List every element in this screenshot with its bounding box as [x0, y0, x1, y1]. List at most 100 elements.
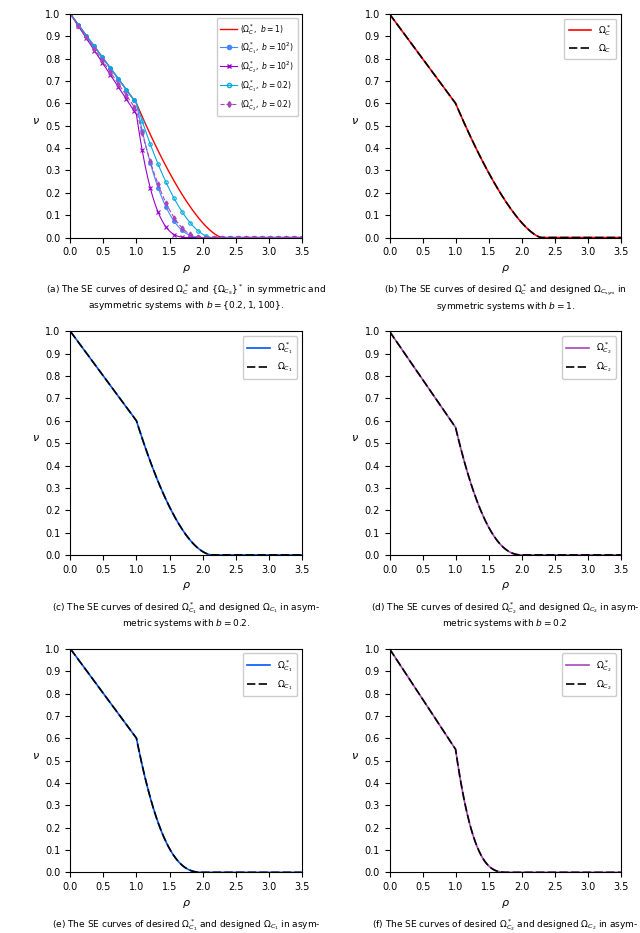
$\Omega^*_{C_1}$ — [81, 345, 88, 356]
$\Omega_{C_2}$ — [533, 550, 541, 561]
$\Omega_{C_2}$ — [617, 550, 625, 561]
$\Omega_{C_1}$ — [67, 326, 74, 337]
$\Omega_{C_2}$ — [520, 867, 528, 878]
$\Omega^*_{C_1}$ — [207, 867, 215, 878]
$\Omega^*_C$ — [386, 8, 394, 20]
X-axis label: $\rho$: $\rho$ — [182, 263, 191, 275]
$\Omega^*_{C_2}$ — [533, 867, 541, 878]
$\Omega_{C_1}$ — [298, 550, 305, 561]
Text: (a) The SE curves of desired $\Omega_C^*$ and $\{\Omega_{C_S}\}^*$ in symmetric : (a) The SE curves of desired $\Omega_C^*… — [46, 282, 326, 312]
X-axis label: $\rho$: $\rho$ — [500, 580, 509, 592]
X-axis label: $\rho$: $\rho$ — [500, 898, 509, 910]
X-axis label: $\rho$: $\rho$ — [182, 580, 191, 592]
$\Omega^*_{C_1}$ — [298, 550, 305, 561]
$\Omega^*_{C_2}$ — [518, 550, 525, 561]
Y-axis label: $\nu$: $\nu$ — [351, 750, 358, 760]
$\Omega^*_C$ — [561, 232, 569, 244]
$\Omega^*_C$ — [526, 225, 534, 236]
$\Omega^*_{C_2}$ — [386, 644, 394, 655]
Y-axis label: $\nu$: $\nu$ — [31, 433, 40, 443]
Y-axis label: $\nu$: $\nu$ — [31, 750, 40, 760]
$\Omega_{C_2}$ — [505, 867, 513, 878]
$\Omega^*_C$ — [538, 232, 545, 244]
Line: $\Omega^*_{C_2}$: $\Omega^*_{C_2}$ — [390, 649, 621, 872]
$\Omega^*_{C_1}$ — [201, 867, 209, 878]
$\Omega^*_{C_1}$ — [214, 867, 222, 878]
$\Omega^*_{C_1}$ — [201, 547, 209, 558]
$\Omega_{C_2}$ — [400, 665, 408, 676]
$\Omega_{C_2}$ — [386, 326, 394, 337]
Line: $\Omega_C$: $\Omega_C$ — [390, 14, 621, 238]
$\Omega^*_C$ — [520, 219, 528, 230]
$\Omega_{C_1}$ — [214, 550, 222, 561]
$\Omega^*_{C_1}$ — [266, 867, 274, 878]
$\Omega_C$ — [617, 232, 625, 244]
Line: $\Omega^*_{C_2}$: $\Omega^*_{C_2}$ — [390, 331, 621, 555]
Line: $\Omega_{C_1}$: $\Omega_{C_1}$ — [70, 649, 301, 872]
$\Omega_{C_1}$ — [201, 547, 209, 558]
$\Omega^*_{C_1}$ — [214, 550, 222, 561]
$\Omega^*_{C_1}$ — [243, 867, 250, 878]
Text: (d) The SE curves of desired $\Omega_{C_2}^*$ and designed $\Omega_{C_2}$ in asy: (d) The SE curves of desired $\Omega_{C_… — [371, 600, 639, 631]
$\Omega_C$ — [538, 232, 545, 244]
$\Omega_C$ — [386, 8, 394, 20]
$\Omega^*_{C_2}$ — [533, 550, 541, 561]
Legend: $\Omega^*_{C_2}$, $\Omega_{C_2}$: $\Omega^*_{C_2}$, $\Omega_{C_2}$ — [562, 653, 616, 696]
Line: $\Omega^*_{C_1}$: $\Omega^*_{C_1}$ — [70, 649, 301, 872]
$\Omega_C$ — [520, 219, 528, 230]
Line: $\Omega_{C_2}$: $\Omega_{C_2}$ — [390, 649, 621, 872]
$\Omega_C$ — [526, 225, 534, 236]
$\Omega^*_{C_2}$ — [520, 550, 528, 561]
$\Omega_{C_2}$ — [400, 346, 408, 357]
$\Omega_{C_1}$ — [243, 867, 250, 878]
$\Omega^*_{C_2}$ — [400, 346, 408, 357]
$\Omega_{C_2}$ — [585, 550, 593, 561]
$\Omega^*_{C_2}$ — [386, 326, 394, 337]
Text: (e) The SE curves of desired $\Omega_{C_1}^*$ and designed $\Omega_{C_1}$ in asy: (e) The SE curves of desired $\Omega_{C_… — [52, 917, 320, 933]
$\Omega_C$ — [533, 230, 541, 242]
$\Omega_{C_2}$ — [617, 867, 625, 878]
Y-axis label: $\nu$: $\nu$ — [351, 116, 358, 126]
$\Omega^*_{C_1}$ — [243, 550, 250, 561]
$\Omega_{C_1}$ — [209, 550, 216, 561]
$\Omega^*_C$ — [533, 230, 541, 242]
$\Omega_{C_1}$ — [243, 550, 250, 561]
$\Omega^*_{C_2}$ — [520, 867, 528, 878]
Y-axis label: $\nu$: $\nu$ — [351, 433, 358, 443]
$\Omega_{C_1}$ — [67, 644, 74, 655]
Legend: $\Omega^*_C$, $\Omega_C$: $\Omega^*_C$, $\Omega_C$ — [564, 19, 616, 60]
$\Omega^*_C$ — [400, 28, 408, 39]
$\Omega^*_{C_2}$ — [585, 550, 593, 561]
$\Omega^*_{C_1}$ — [81, 662, 88, 674]
$\Omega_C$ — [400, 28, 408, 39]
$\Omega_{C_2}$ — [585, 867, 593, 878]
$\Omega_{C_2}$ — [526, 867, 534, 878]
$\Omega_{C_1}$ — [207, 867, 215, 878]
$\Omega_{C_2}$ — [386, 644, 394, 655]
$\Omega_{C_2}$ — [561, 550, 569, 561]
$\Omega^*_{C_1}$ — [67, 326, 74, 337]
$\Omega^*_{C_2}$ — [526, 550, 534, 561]
$\Omega_C$ — [585, 232, 593, 244]
$\Omega_{C_1}$ — [81, 345, 88, 356]
$\Omega^*_C$ — [585, 232, 593, 244]
Line: $\Omega^*_C$: $\Omega^*_C$ — [390, 14, 621, 238]
$\Omega^*_{C_1}$ — [199, 867, 207, 878]
$\Omega_{C_1}$ — [298, 867, 305, 878]
Y-axis label: $\nu$: $\nu$ — [31, 116, 40, 126]
$\Omega^*_C$ — [617, 232, 625, 244]
$\Omega_{C_2}$ — [526, 550, 534, 561]
$\Omega^*_{C_2}$ — [617, 550, 625, 561]
X-axis label: $\rho$: $\rho$ — [182, 898, 191, 910]
Legend: $\Omega^*_{C_1}$, $\Omega_{C_1}$: $\Omega^*_{C_1}$, $\Omega_{C_1}$ — [243, 653, 297, 696]
Text: (b) The SE curves of desired $\Omega_C^*$ and designed $\Omega_{C_\mathrm{sym}}$: (b) The SE curves of desired $\Omega_C^*… — [384, 282, 627, 313]
Line: $\Omega^*_{C_1}$: $\Omega^*_{C_1}$ — [70, 331, 301, 555]
$\Omega_{C_1}$ — [266, 550, 274, 561]
$\Omega_{C_2}$ — [520, 550, 528, 561]
$\Omega_{C_1}$ — [214, 867, 222, 878]
$\Omega^*_{C_1}$ — [298, 867, 305, 878]
$\Omega^*_{C_1}$ — [67, 644, 74, 655]
$\Omega^*_{C_2}$ — [585, 867, 593, 878]
$\Omega^*_{C_2}$ — [505, 867, 513, 878]
Text: (f) The SE curves of desired $\Omega_{C_2}^*$ and designed $\Omega_{C_2}$ in asy: (f) The SE curves of desired $\Omega_{C_… — [372, 917, 638, 933]
